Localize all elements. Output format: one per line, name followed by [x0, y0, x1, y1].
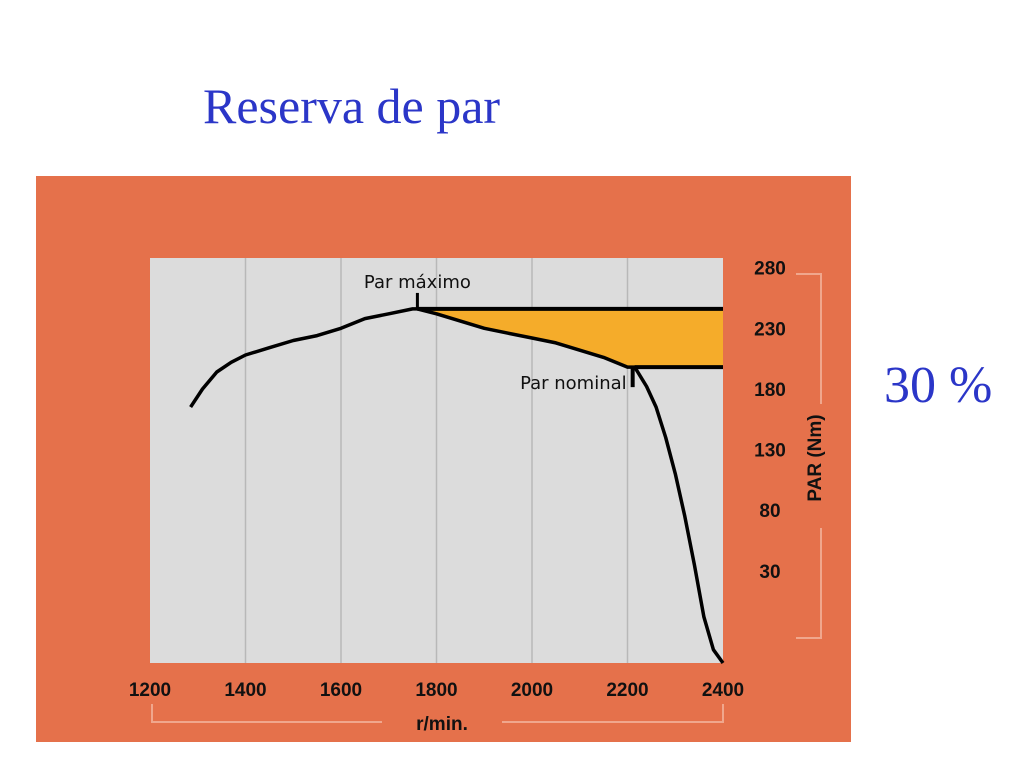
max-torque-label: Par máximo — [364, 272, 471, 293]
y-axis: 280 230 180 130 80 30 — [754, 259, 822, 639]
y-tick-label: 180 — [754, 380, 786, 401]
x-tick-label: 1400 — [224, 680, 266, 701]
y-tick-label: 80 — [759, 501, 780, 522]
x-tick-label: 1800 — [415, 680, 457, 701]
x-tick-label: 1600 — [320, 680, 362, 701]
y-tick-label: 230 — [754, 319, 786, 340]
x-axis-bracket — [502, 704, 724, 723]
x-axis-bracket — [151, 704, 382, 723]
x-tick-label: 1200 — [129, 680, 171, 701]
y-tick-label: 130 — [754, 441, 786, 462]
x-axis: 1200 1400 1600 1800 2000 2200 2400 — [129, 680, 744, 723]
y-axis-bracket — [796, 528, 822, 639]
chart-panel: Par máximo Par nominal 1200 1400 1600 1800 20… — [36, 176, 851, 742]
slide-title: Reserva de par — [203, 78, 501, 134]
y-axis-bracket — [796, 273, 822, 404]
torque-chart: Par máximo Par nominal 1200 1400 1600 1800 20… — [129, 258, 826, 735]
y-axis-title: PAR (Nm) — [805, 414, 826, 501]
torque-reserve-value: 30 % — [884, 357, 993, 414]
x-tick-label: 2000 — [511, 680, 553, 701]
x-tick-label: 2200 — [606, 680, 648, 701]
annotations: Par máximo Par nominal — [364, 272, 635, 394]
y-tick-label: 30 — [759, 562, 780, 583]
torque-curve — [189, 307, 725, 665]
x-tick-label: 2400 — [702, 680, 744, 701]
nominal-torque-label: Par nominal — [520, 373, 627, 394]
x-axis-title: r/min. — [416, 714, 468, 735]
torque-reserve-band — [417, 308, 723, 368]
y-tick-label: 280 — [754, 259, 786, 280]
